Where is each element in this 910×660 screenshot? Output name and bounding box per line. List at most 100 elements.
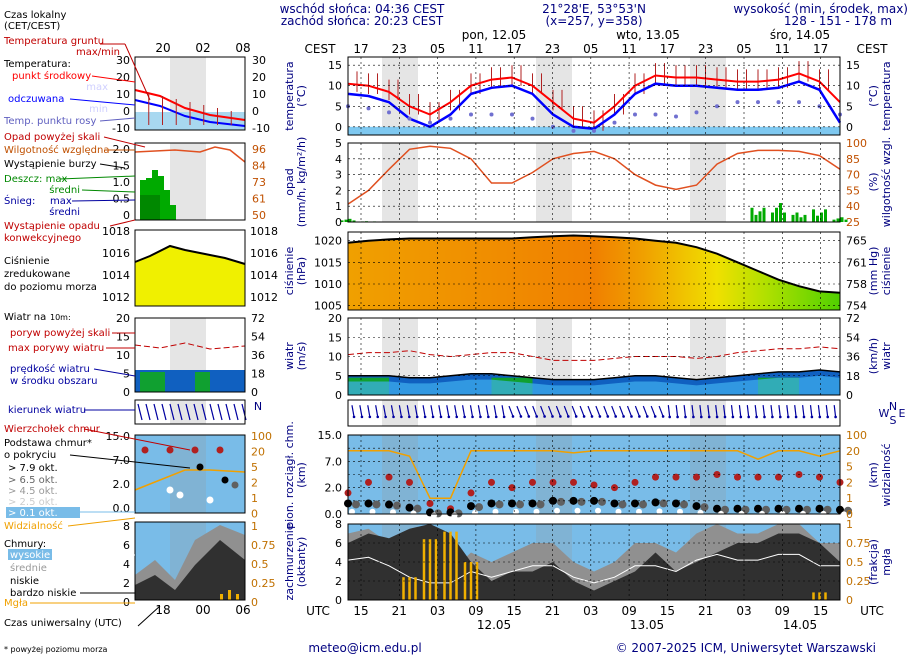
coords-text: 21°28'E, 53°53'N <box>542 2 646 16</box>
wind-arrow-head <box>368 415 372 419</box>
legend-humidity-tick: 61 <box>252 193 266 206</box>
top-tick-label: 11 <box>621 42 636 56</box>
bottom-tick-label: 21 <box>698 604 713 618</box>
vis-axis-unit: (km) <box>867 462 880 488</box>
wind-arrow-head <box>638 415 641 418</box>
legend-precip-tick: 1.0 <box>113 176 131 189</box>
wind-arrow-head <box>455 415 459 419</box>
legend-clouds: Chmury: <box>4 539 46 550</box>
cloud-base-dot <box>467 502 475 511</box>
legend-leader <box>59 175 136 180</box>
cloud-base-dot-low <box>636 508 642 515</box>
legend-okt-2: > 6.5 okt. <box>8 475 58 486</box>
wind-arrow <box>430 405 434 417</box>
day3-label: śro, 14.05 <box>770 28 830 42</box>
cloud-base-dot <box>754 504 762 513</box>
top-tick-label: 05 <box>430 42 445 56</box>
legend-temp-felt: odczuwana <box>8 94 64 105</box>
temp-ytick-left: 15 <box>328 59 342 72</box>
legend-vis-tick: 5 <box>251 461 258 474</box>
bottom-tick-label: 21 <box>545 604 560 618</box>
wind-arrow <box>691 405 694 418</box>
wind-arrow-head <box>755 415 758 419</box>
cloud-top-dot <box>385 473 393 481</box>
legend-wind-strong-2 <box>195 372 210 392</box>
wind-arrow <box>587 405 593 417</box>
temp-ytick-left: 0 <box>335 121 342 134</box>
cloud-base-dot-mid <box>680 500 688 509</box>
visibility-ytick: 5 <box>846 461 853 474</box>
cloud-base-dot-mid <box>495 500 504 509</box>
legend-leader <box>103 136 146 148</box>
wind-arrow-head <box>527 415 531 418</box>
cloud-base-panel-frame <box>347 434 841 515</box>
top-tick-label: 05 <box>583 42 598 56</box>
cloud-base-dot-low <box>574 507 581 514</box>
precip-panel-bg <box>348 143 840 222</box>
legend-clouds-tick: 2 <box>123 577 130 590</box>
wind-arrow-head <box>794 415 798 419</box>
legend-leader <box>124 43 151 101</box>
legend-pressure-area <box>135 246 245 306</box>
cloud-base-dot <box>713 504 721 513</box>
legend-cl-vlow: bardzo niskie <box>10 588 76 599</box>
wind-arrow <box>422 405 426 417</box>
compass-s: S <box>890 414 897 427</box>
fog-ytick: 0.5 <box>846 556 864 569</box>
dew-point-dot <box>489 112 494 117</box>
wind-ytick-kmh: 72 <box>846 312 860 325</box>
height-label: wysokość (min, środek, max) <box>733 2 908 16</box>
legend-wind-dir-frame <box>134 399 246 425</box>
wind-arrow <box>658 405 664 417</box>
dew-point-dot <box>694 110 699 115</box>
legend-cloud-dot <box>196 463 204 471</box>
wind-arrow-head <box>747 415 750 419</box>
legend-precip-tick: 1.5 <box>113 160 131 173</box>
visibility-ytick: 1 <box>846 492 853 505</box>
legend-pressure-tick: 1012 <box>102 291 130 304</box>
wind-ytick-kmh: 36 <box>846 351 860 364</box>
wind-arrow <box>485 405 489 417</box>
wind-arrow-head <box>582 415 586 418</box>
cloud-base-dot <box>631 499 639 508</box>
cloud-base-dot-low <box>697 509 704 516</box>
legend-rain: Deszcz: max <box>4 174 67 185</box>
wind-arrow <box>634 405 640 417</box>
wind-arrow <box>642 405 648 417</box>
humidity-ytick: 40 <box>846 200 860 213</box>
legend-pressure-frame <box>134 229 246 307</box>
legend-vis-tick: 0 <box>251 508 258 521</box>
legend-temp-tick-right: -10 <box>252 122 270 135</box>
cloud-top-dot <box>713 471 721 478</box>
legend-pressure-line <box>134 244 246 265</box>
wind-arrow-head <box>502 415 506 419</box>
temp-ytick-right: 15 <box>846 59 860 72</box>
wind-arrow-head <box>646 415 649 418</box>
compass-n: N <box>889 400 897 413</box>
pres-axis-unit: (hPa) <box>295 257 308 285</box>
wind-arrow-head <box>771 415 774 419</box>
temp-ytick-right: 5 <box>846 100 853 113</box>
wind-arrow <box>477 405 482 417</box>
day2-label: wto, 13.05 <box>616 28 680 42</box>
wind-ytick-kmh: 54 <box>846 331 860 344</box>
legend-cl-high-bg <box>8 549 52 560</box>
cloud-base-dot <box>774 504 783 513</box>
top-tick-label: 17 <box>813 42 828 56</box>
legend-wind-arrow <box>169 403 175 421</box>
legend-humidity-tick: 84 <box>252 160 266 173</box>
temp-axis-title-r: temperatura <box>880 61 893 130</box>
legend-pressure-tick-right: 1018 <box>250 225 278 238</box>
legend-cloud-base-2: o pokryciu <box>4 450 56 461</box>
legend-convective-2: konwekcyjnego <box>4 233 81 244</box>
wind-arrow <box>723 405 726 418</box>
pressure-ytick-mmhg: 754 <box>846 300 867 313</box>
cloud-top-dot <box>529 478 536 486</box>
legend-leader <box>99 117 136 122</box>
wind-arrow-head <box>360 415 364 419</box>
legend-cloud-dot <box>221 476 229 484</box>
bottom-tick-label: 09 <box>775 604 790 618</box>
clouds-axis-unit: (oktanty) <box>295 537 308 588</box>
cloud-base-dot <box>610 499 619 508</box>
cloud-base-dot-low <box>615 508 622 515</box>
